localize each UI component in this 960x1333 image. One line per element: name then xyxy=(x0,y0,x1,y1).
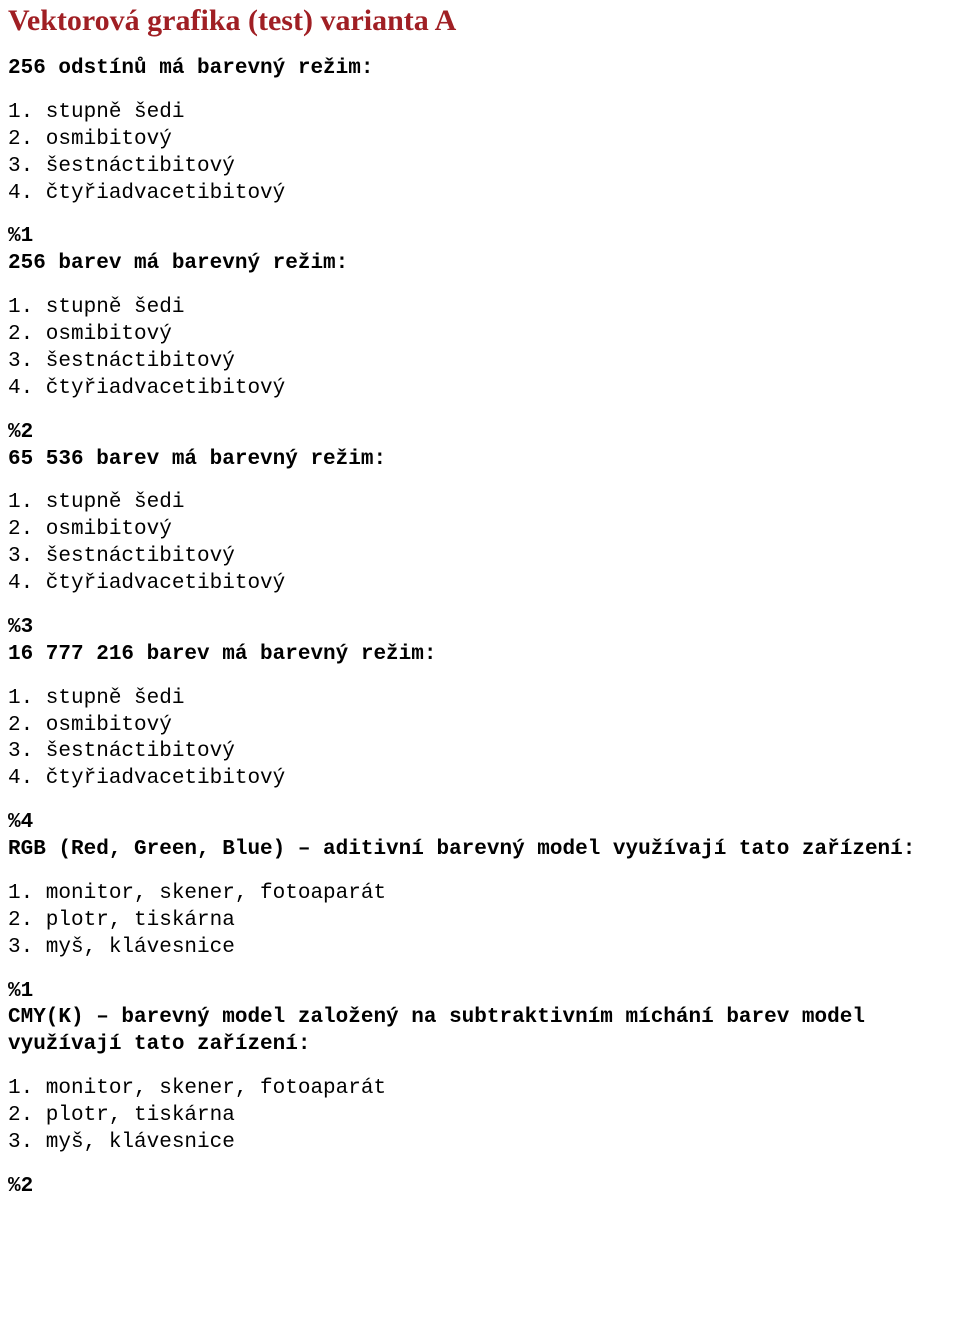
q3-header: %2 65 536 barev má barevný režim: xyxy=(8,420,936,474)
q4-options: 1. stupně šedi 2. osmibitový 3. šestnáct… xyxy=(8,686,936,794)
q1-options: 1. stupně šedi 2. osmibitový 3. šestnáct… xyxy=(8,100,936,208)
q3-options: 1. stupně šedi 2. osmibitový 3. šestnáct… xyxy=(8,490,936,598)
q1-answer: %1 xyxy=(8,225,33,248)
q1-prompt: 256 odstínů má barevný režim: xyxy=(8,56,936,83)
q5-options: 1. monitor, skener, fotoaparát 2. plotr,… xyxy=(8,881,936,962)
q5-answer: %1 xyxy=(8,980,33,1003)
q4-header: %3 16 777 216 barev má barevný režim: xyxy=(8,615,936,669)
q5-prompt: RGB (Red, Green, Blue) – aditivní barevn… xyxy=(8,838,915,861)
q2-options: 1. stupně šedi 2. osmibitový 3. šestnáct… xyxy=(8,295,936,403)
q6-prompt: CMY(K) – barevný model založený na subtr… xyxy=(8,1006,878,1056)
q3-prompt: 65 536 barev má barevný režim: xyxy=(8,448,386,471)
q2-answer: %2 xyxy=(8,421,33,444)
q2-prompt: 256 barev má barevný režim: xyxy=(8,252,348,275)
q5-header: %4 RGB (Red, Green, Blue) – aditivní bar… xyxy=(8,810,936,864)
q6-header: %1 CMY(K) – barevný model založený na su… xyxy=(8,979,936,1060)
q2-header: %1 256 barev má barevný režim: xyxy=(8,224,936,278)
q6-options: 1. monitor, skener, fotoaparát 2. plotr,… xyxy=(8,1076,936,1157)
q4-answer: %4 xyxy=(8,811,33,834)
q3-answer: %3 xyxy=(8,616,33,639)
q4-prompt: 16 777 216 barev má barevný režim: xyxy=(8,643,436,666)
q6-answer: %2 xyxy=(8,1174,936,1201)
page-title: Vektorová grafika (test) varianta A xyxy=(8,4,936,38)
